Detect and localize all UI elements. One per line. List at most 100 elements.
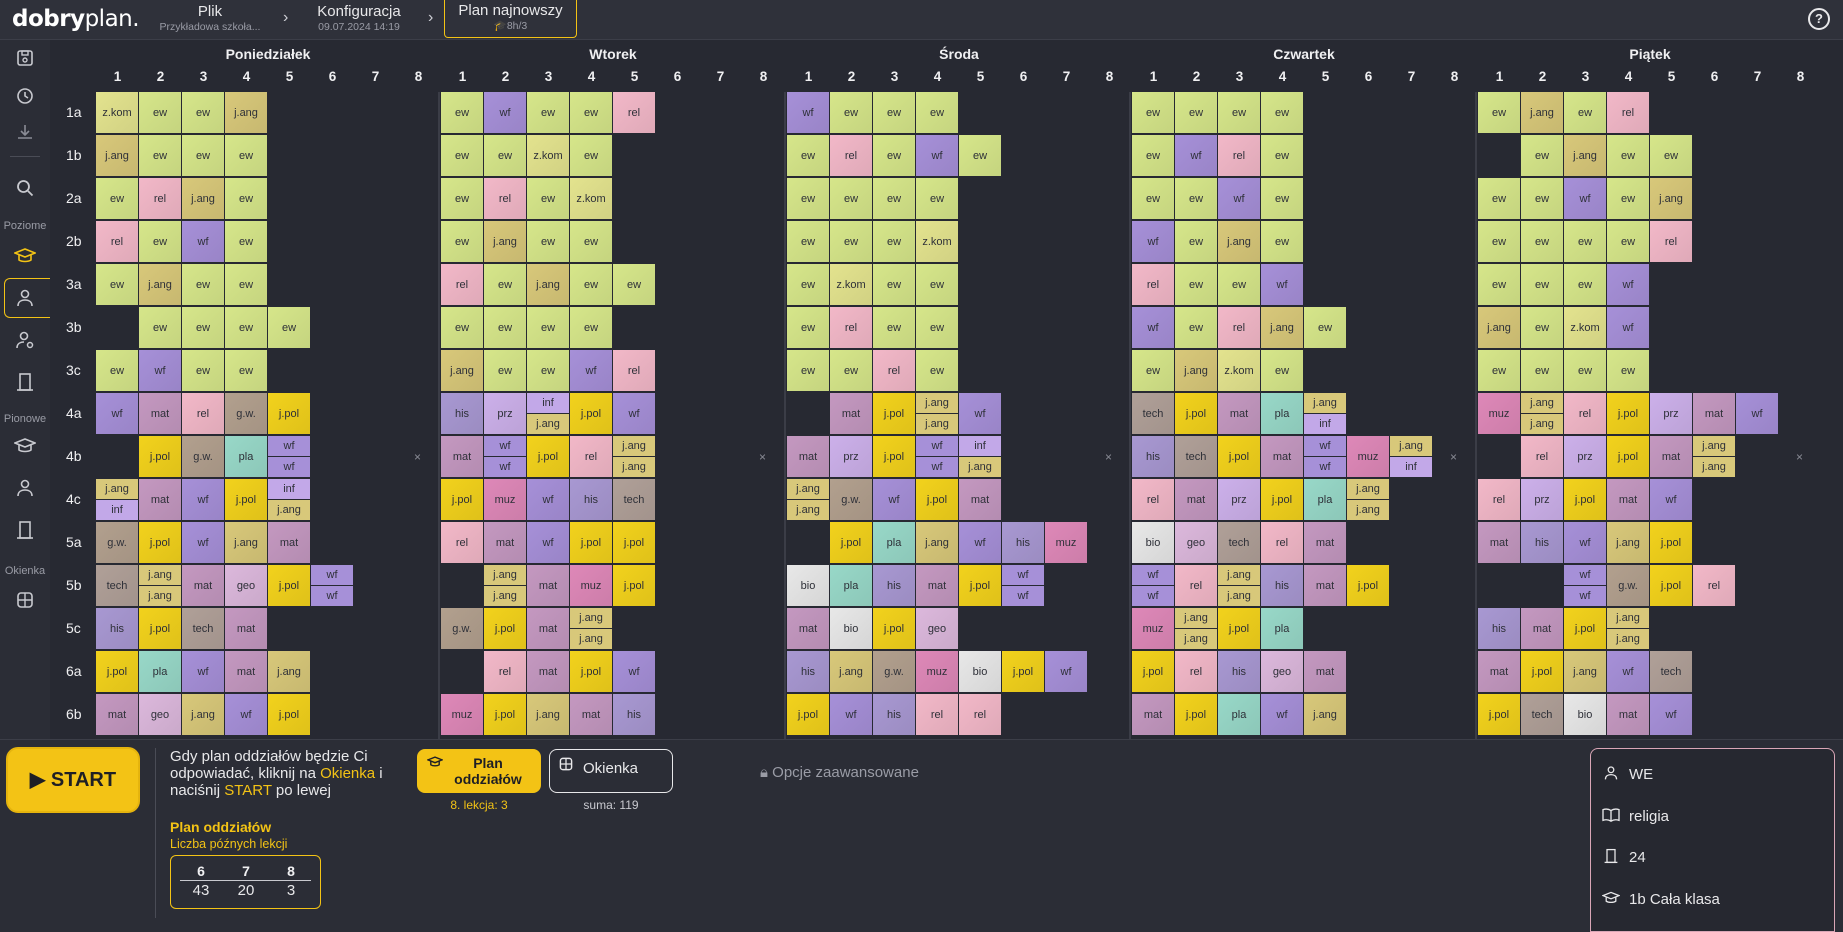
lesson-cell[interactable]: ew — [1564, 92, 1606, 133]
lesson-cell[interactable]: mat — [527, 565, 569, 606]
lesson-cell[interactable]: wf — [1736, 393, 1778, 434]
lesson-cell[interactable]: his — [1261, 565, 1303, 606]
lesson-cell[interactable]: ew — [527, 178, 569, 219]
lesson-cell[interactable]: j.ang — [268, 651, 310, 692]
class-row-label[interactable]: 6a — [66, 663, 82, 679]
lesson-cell[interactable]: pla — [225, 436, 267, 477]
lesson-cell[interactable]: rel — [1607, 92, 1649, 133]
lesson-cell[interactable]: mat — [96, 694, 138, 735]
lesson-cell-split[interactable]: wf — [1564, 586, 1606, 606]
lesson-cell[interactable]: j.ang — [527, 694, 569, 735]
class-row-label[interactable]: 4a — [66, 405, 82, 421]
lesson-cell-split[interactable]: wf — [1132, 565, 1174, 585]
lesson-cell[interactable]: tech — [1175, 436, 1217, 477]
lesson-cell[interactable]: muz — [1347, 436, 1389, 477]
lesson-cell[interactable]: z.kom — [96, 92, 138, 133]
lesson-cell[interactable]: g.w. — [182, 436, 224, 477]
lesson-cell[interactable]: wf — [225, 694, 267, 735]
lesson-cell[interactable]: mat — [1607, 694, 1649, 735]
lesson-cell-split[interactable]: j.ang — [139, 565, 181, 585]
lesson-cell[interactable]: ew — [1650, 135, 1692, 176]
lesson-cell[interactable]: wf — [1564, 178, 1606, 219]
lesson-cell[interactable]: ew — [1175, 92, 1217, 133]
lesson-cell[interactable]: j.ang — [527, 264, 569, 305]
lesson-cell[interactable]: wf — [830, 694, 872, 735]
lesson-cell-split[interactable]: wf — [1304, 457, 1346, 477]
lesson-cell-split[interactable]: j.ang — [916, 414, 958, 434]
lesson-cell-split[interactable]: inf — [959, 436, 1001, 456]
lesson-cell-split[interactable]: j.ang — [570, 608, 612, 628]
breadcrumb-file[interactable]: Plik Przykładowa szkoła... — [159, 3, 261, 33]
search-icon[interactable] — [13, 178, 37, 202]
start-button[interactable]: ▶ START — [6, 747, 140, 813]
lesson-cell[interactable]: rel — [1175, 651, 1217, 692]
lesson-cell[interactable]: ew — [1521, 135, 1563, 176]
lesson-cell[interactable]: j.ang — [1218, 221, 1260, 262]
breadcrumb-config[interactable]: Konfiguracja 09.07.2024 14:19 — [317, 3, 401, 33]
advanced-options-link[interactable]: 🔒︎ Opcje zaawansowane — [760, 764, 919, 781]
teacher-icon[interactable] — [13, 478, 37, 502]
lesson-cell[interactable]: wf — [182, 479, 224, 520]
download-icon[interactable] — [13, 122, 37, 146]
lesson-cell[interactable]: ew — [1564, 264, 1606, 305]
lesson-cell[interactable]: j.pol — [613, 565, 655, 606]
lesson-cell[interactable]: j.ang — [225, 92, 267, 133]
lesson-cell[interactable]: ew — [441, 221, 483, 262]
lesson-cell[interactable]: his — [96, 608, 138, 649]
lesson-cell[interactable]: prz — [830, 436, 872, 477]
lesson-cell[interactable]: mat — [1304, 565, 1346, 606]
lesson-cell[interactable]: rel — [1132, 479, 1174, 520]
lesson-cell[interactable]: wf — [182, 221, 224, 262]
lesson-cell-split[interactable]: wf — [1002, 586, 1044, 606]
lesson-cell-split[interactable]: j.ang — [527, 414, 569, 434]
lesson-cell[interactable]: his — [1521, 522, 1563, 563]
lesson-cell[interactable]: ew — [484, 264, 526, 305]
lesson-cell[interactable]: mat — [1650, 436, 1692, 477]
class-row-label[interactable]: 5c — [66, 620, 81, 636]
lesson-cell[interactable]: ew — [1261, 221, 1303, 262]
lesson-cell[interactable]: j.ang — [1564, 135, 1606, 176]
lesson-cell[interactable]: muz — [1045, 522, 1087, 563]
lesson-cell[interactable]: ew — [613, 264, 655, 305]
lesson-cell[interactable]: ew — [484, 135, 526, 176]
lesson-cell[interactable]: muz — [570, 565, 612, 606]
lesson-cell[interactable]: mat — [830, 393, 872, 434]
lesson-cell-split[interactable]: wf — [268, 457, 310, 477]
class-row-label[interactable]: 3a — [66, 276, 82, 292]
lesson-cell[interactable]: ew — [1175, 178, 1217, 219]
sidebar-item-classes-horizontal-active[interactable] — [4, 278, 52, 318]
lesson-cell[interactable]: ew — [1261, 350, 1303, 391]
lesson-cell[interactable]: wf — [139, 350, 181, 391]
lesson-cell-split[interactable]: j.ang — [959, 457, 1001, 477]
lesson-cell[interactable]: pla — [1218, 694, 1260, 735]
lesson-cell[interactable]: ew — [225, 178, 267, 219]
lesson-cell[interactable]: ew — [1478, 178, 1520, 219]
lesson-cell[interactable]: j.ang — [139, 264, 181, 305]
lesson-cell[interactable]: mat — [1175, 479, 1217, 520]
lesson-cell[interactable]: j.pol — [268, 393, 310, 434]
lesson-cell[interactable]: mat — [1607, 479, 1649, 520]
lesson-cell[interactable]: bio — [1564, 694, 1606, 735]
lesson-cell-split[interactable]: inf — [527, 393, 569, 413]
lesson-cell[interactable]: ew — [1175, 307, 1217, 348]
lesson-cell[interactable]: wf — [570, 350, 612, 391]
lesson-cell[interactable]: j.pol — [1521, 651, 1563, 692]
lesson-cell-split[interactable]: wf — [1304, 436, 1346, 456]
lesson-cell[interactable]: ew — [182, 135, 224, 176]
lesson-cell[interactable]: rel — [1650, 221, 1692, 262]
lesson-cell[interactable]: g.w. — [96, 522, 138, 563]
lesson-cell[interactable]: g.w. — [873, 651, 915, 692]
lesson-cell-split[interactable]: j.ang — [96, 479, 138, 499]
lesson-cell[interactable]: j.pol — [268, 694, 310, 735]
lesson-cell[interactable]: ew — [441, 178, 483, 219]
lesson-cell[interactable]: ew — [916, 264, 958, 305]
lesson-cell[interactable]: j.ang — [916, 522, 958, 563]
lesson-cell-split[interactable]: j.ang — [1218, 586, 1260, 606]
lesson-cell[interactable]: rel — [1693, 565, 1735, 606]
lesson-cell-split[interactable]: wf — [311, 586, 353, 606]
lesson-cell[interactable]: wf — [613, 393, 655, 434]
lesson-cell[interactable]: wf — [1607, 651, 1649, 692]
lesson-cell-split[interactable]: j.ang — [1607, 608, 1649, 628]
lesson-cell[interactable]: wf — [959, 522, 1001, 563]
lesson-cell[interactable]: j.pol — [1650, 522, 1692, 563]
